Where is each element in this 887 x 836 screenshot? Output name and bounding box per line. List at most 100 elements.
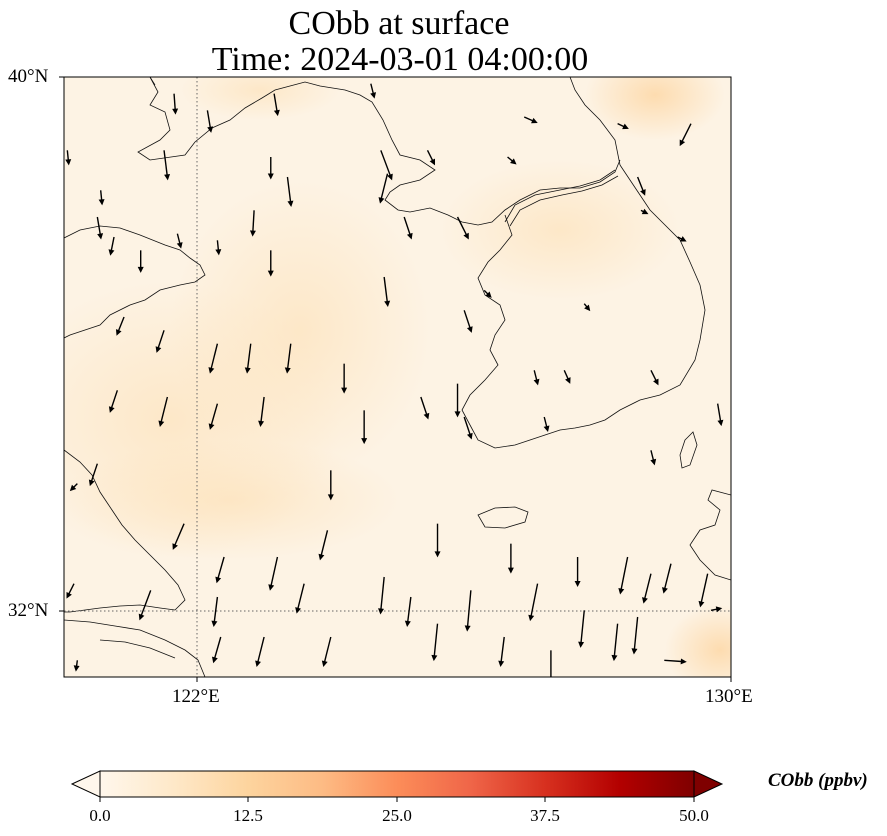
wind-arrow xyxy=(574,557,581,587)
wind-arrow xyxy=(65,150,72,166)
wind-arrow xyxy=(69,483,78,492)
wind-arrow xyxy=(215,240,222,256)
wind-arrow xyxy=(583,303,591,312)
wind-arrow xyxy=(143,676,145,677)
wind-arrow xyxy=(677,236,687,242)
wind-arrow xyxy=(383,276,391,307)
colorbar-tick-label: 0.0 xyxy=(89,806,111,825)
wind-arrow xyxy=(378,173,389,204)
wind-arrow xyxy=(73,660,80,672)
colorbar-tick-label: 12.5 xyxy=(233,806,263,825)
wind-arrow xyxy=(244,343,252,374)
wind-arrow xyxy=(211,596,219,627)
wind-arrow xyxy=(617,123,629,130)
wind-arrow xyxy=(208,343,219,374)
cobb-concentration-field xyxy=(64,77,731,677)
wind-arrow xyxy=(650,370,659,386)
wind-arrow xyxy=(341,363,348,394)
wind-arrow xyxy=(642,573,652,604)
map-subtitle-time: Time: 2024-03-01 04:00:00 xyxy=(211,41,589,78)
wind-arrow xyxy=(155,330,165,353)
wind-arrow xyxy=(404,596,412,627)
wind-arrow xyxy=(88,463,99,487)
wind-arrow xyxy=(498,636,505,667)
colorbar-extend-max xyxy=(693,770,724,798)
wind-arrow xyxy=(284,343,292,374)
wind-arrow xyxy=(96,216,104,240)
wind-arrow xyxy=(206,110,214,133)
wind-arrow xyxy=(212,636,222,664)
wind-arrow xyxy=(431,623,439,662)
colorbar-tick-label: 25.0 xyxy=(382,806,412,825)
wind-arrow xyxy=(640,208,649,215)
wind-arrow xyxy=(403,216,413,240)
wind-arrow xyxy=(215,556,225,584)
wind-arrow xyxy=(258,396,265,427)
wind-arrow xyxy=(710,606,723,613)
wind-arrow xyxy=(454,383,461,418)
wind-arrow xyxy=(464,590,472,632)
wind-arrow xyxy=(456,216,469,240)
wind-arrow xyxy=(208,403,219,430)
wind-arrow xyxy=(650,450,657,466)
wind-arrow xyxy=(618,556,629,595)
wind-arrow xyxy=(507,543,514,574)
wind-arrow xyxy=(507,156,517,165)
wind-arrow xyxy=(295,583,305,614)
wind-arrow xyxy=(370,83,377,99)
lat-label-40n: 40°N xyxy=(8,66,49,87)
wind-arrow xyxy=(108,390,119,413)
wind-arrow xyxy=(483,289,492,298)
wind-arrow xyxy=(321,636,332,667)
wind-arrow xyxy=(563,370,571,384)
colorbar-gradient xyxy=(99,770,695,798)
wind-arrow xyxy=(268,556,279,591)
wind-arrow xyxy=(267,157,274,180)
wind-arrow xyxy=(533,370,540,386)
lat-label-32n: 32°N xyxy=(8,600,49,621)
wind-arrow xyxy=(523,116,538,124)
colorbar-label: CObb (ppbv) xyxy=(768,770,868,791)
wind-arrow xyxy=(115,316,125,336)
wind-arrow xyxy=(380,150,393,181)
wind-arrow xyxy=(378,576,385,615)
gridlines xyxy=(64,77,731,677)
coastlines xyxy=(64,77,731,677)
wind-arrow xyxy=(267,250,274,277)
wind-arrow xyxy=(611,623,619,662)
wind-arrow xyxy=(420,396,430,420)
wind-vectors xyxy=(65,83,724,677)
colorbar-tick-label: 50.0 xyxy=(679,806,709,825)
wind-arrow xyxy=(463,416,473,440)
wind-arrow xyxy=(716,403,724,427)
axis-ticks xyxy=(59,76,732,682)
colorbar xyxy=(70,770,724,802)
wind-arrow xyxy=(286,176,294,207)
wind-arrow xyxy=(108,236,115,256)
colorbar-tick-label: 37.5 xyxy=(530,806,560,825)
wind-arrow xyxy=(318,530,329,561)
plot-frame xyxy=(63,76,732,678)
lon-label-130e: 130°E xyxy=(705,686,753,707)
wind-arrow xyxy=(434,523,441,558)
border-band xyxy=(504,169,619,227)
wind-arrow xyxy=(664,658,687,665)
wind-arrow xyxy=(172,93,179,115)
wind-arrow xyxy=(249,210,256,237)
wind-arrow xyxy=(550,650,552,677)
wind-arrow xyxy=(528,583,539,622)
wind-arrow xyxy=(426,150,436,166)
wind-arrow xyxy=(679,123,692,147)
lon-label-122e: 122°E xyxy=(172,686,220,707)
wind-arrow xyxy=(176,233,183,249)
wind-arrow xyxy=(698,573,709,608)
wind-arrow xyxy=(66,583,75,599)
wind-arrow xyxy=(662,563,672,594)
wind-arrow xyxy=(273,93,280,117)
wind-arrow xyxy=(137,250,144,273)
wind-arrow xyxy=(172,523,185,550)
colorbar-extend-min xyxy=(70,770,101,798)
wind-arrow xyxy=(463,310,473,333)
wind-arrow xyxy=(578,610,585,648)
